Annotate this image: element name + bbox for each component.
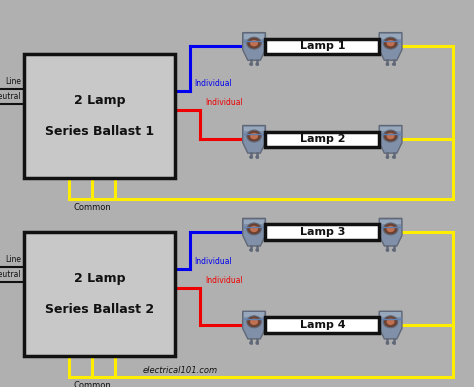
Text: Common: Common — [74, 203, 112, 212]
Circle shape — [255, 63, 259, 66]
Circle shape — [249, 63, 253, 66]
Polygon shape — [379, 311, 402, 339]
Circle shape — [383, 37, 398, 49]
Polygon shape — [244, 312, 264, 317]
Text: Individual: Individual — [194, 79, 232, 88]
Text: Lamp 3: Lamp 3 — [300, 227, 345, 237]
Circle shape — [383, 316, 398, 328]
Circle shape — [255, 341, 259, 344]
Polygon shape — [380, 127, 401, 132]
Polygon shape — [243, 218, 265, 246]
Circle shape — [249, 248, 253, 252]
Polygon shape — [243, 125, 265, 153]
Circle shape — [255, 248, 259, 252]
Polygon shape — [243, 33, 265, 60]
Polygon shape — [244, 34, 264, 39]
Circle shape — [387, 40, 394, 46]
Circle shape — [247, 37, 261, 49]
Circle shape — [385, 248, 389, 252]
Text: electrical101.com: electrical101.com — [143, 366, 218, 375]
Text: 2 Lamp: 2 Lamp — [74, 272, 125, 285]
FancyBboxPatch shape — [265, 132, 379, 147]
Circle shape — [385, 341, 389, 344]
Text: Neutral: Neutral — [0, 92, 21, 101]
Circle shape — [385, 156, 389, 159]
Circle shape — [392, 341, 396, 344]
Circle shape — [250, 319, 258, 325]
Polygon shape — [380, 312, 401, 317]
Text: Individual: Individual — [194, 257, 232, 266]
FancyBboxPatch shape — [265, 317, 379, 333]
Circle shape — [383, 130, 398, 142]
Polygon shape — [379, 33, 402, 60]
FancyBboxPatch shape — [265, 39, 379, 54]
Polygon shape — [379, 218, 402, 246]
Circle shape — [250, 133, 258, 139]
Text: Neutral: Neutral — [0, 270, 21, 279]
Circle shape — [255, 156, 259, 159]
FancyBboxPatch shape — [24, 232, 175, 356]
Circle shape — [250, 40, 258, 46]
Polygon shape — [379, 125, 402, 153]
Circle shape — [249, 341, 253, 344]
Text: 2 Lamp: 2 Lamp — [74, 94, 125, 107]
Text: Line: Line — [5, 255, 21, 264]
Text: Common: Common — [74, 381, 112, 387]
FancyBboxPatch shape — [265, 224, 379, 240]
Circle shape — [387, 133, 394, 139]
Circle shape — [249, 156, 253, 159]
Circle shape — [392, 156, 396, 159]
Circle shape — [247, 316, 261, 328]
Text: Lamp 4: Lamp 4 — [300, 320, 345, 330]
Circle shape — [392, 248, 396, 252]
Circle shape — [387, 319, 394, 325]
Text: Individual: Individual — [205, 276, 243, 285]
Circle shape — [392, 63, 396, 66]
Polygon shape — [244, 127, 264, 132]
Text: Line: Line — [5, 77, 21, 86]
FancyBboxPatch shape — [24, 54, 175, 178]
Polygon shape — [243, 311, 265, 339]
Circle shape — [250, 226, 258, 232]
Text: Lamp 1: Lamp 1 — [300, 41, 345, 51]
Polygon shape — [380, 34, 401, 39]
Text: Series Ballast 2: Series Ballast 2 — [45, 303, 154, 316]
Text: Lamp 2: Lamp 2 — [300, 134, 345, 144]
Circle shape — [387, 226, 394, 232]
Circle shape — [385, 63, 389, 66]
Text: Individual: Individual — [205, 98, 243, 107]
Circle shape — [383, 223, 398, 235]
Text: Series Ballast 1: Series Ballast 1 — [45, 125, 154, 138]
Circle shape — [247, 223, 261, 235]
Circle shape — [247, 130, 261, 142]
Polygon shape — [244, 219, 264, 224]
Polygon shape — [380, 219, 401, 224]
